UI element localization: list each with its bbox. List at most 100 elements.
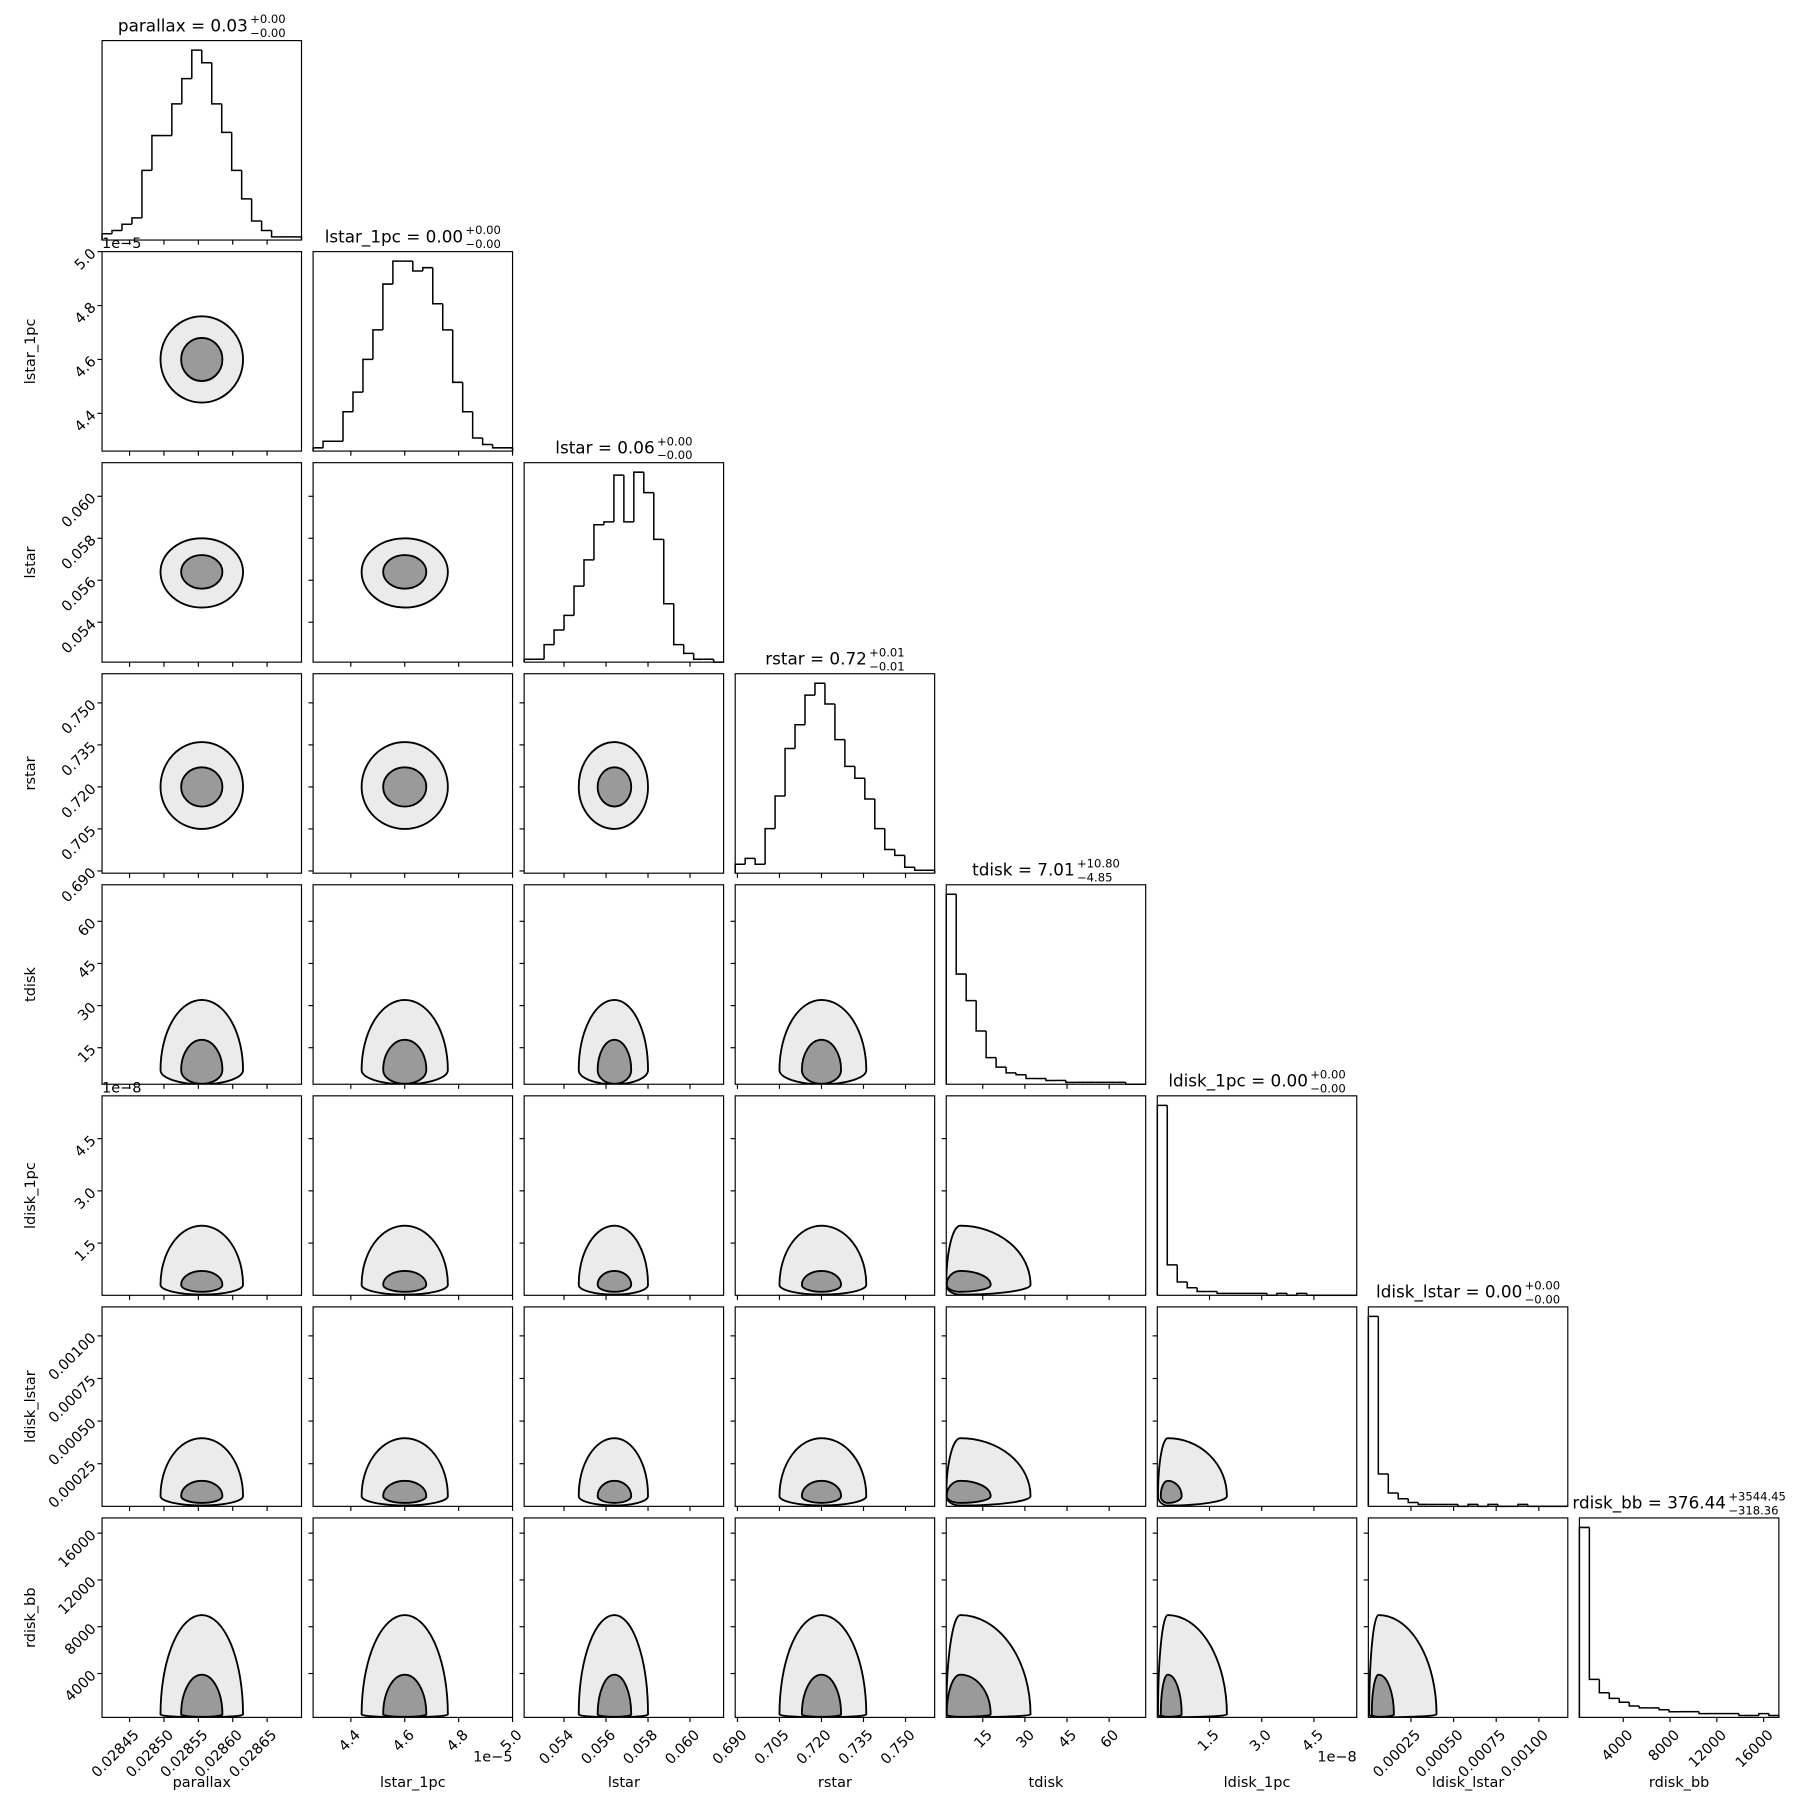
panel-frame [101,251,303,452]
panel-title: rdisk_bb = 376.44 +3544.45−318.36 [1572,1490,1786,1518]
histogram-bin [682,644,694,655]
histogram-bin [432,267,443,305]
contour-inner [180,766,224,808]
histogram-bin [1618,1698,1630,1703]
histogram-bin [141,169,152,218]
x-axis-label: parallax [173,1775,232,1791]
histogram-bin [913,867,925,871]
y-offset-label: 1e−5 [102,236,141,252]
panel-title: ldisk_1pc = 0.00 +0.00−0.00 [1168,1067,1345,1095]
x-offset-label: 1e−8 [1317,1749,1356,1765]
panel-title: rstar = 0.72 +0.01−0.01 [765,645,904,673]
histogram-bin [260,221,272,232]
y-axis-label: ldisk_lstar [23,1370,39,1443]
histogram-bin [884,828,895,851]
histogram-bin [1015,1072,1027,1076]
y-axis-label: lstar_1pc [23,318,39,384]
panel-frame [101,1306,303,1507]
title-main: lstar_1pc = 0.00 [325,226,463,247]
title-upper: +10.80 [1077,856,1120,870]
histogram-bin [774,795,786,829]
contour-inner [180,1038,224,1085]
histogram-bin [372,329,383,360]
contour-inner [596,1269,633,1293]
histogram-bin [422,266,433,271]
panel-title: lstar_1pc = 0.00 +0.00−0.00 [325,223,501,251]
histogram-bin [201,50,212,64]
title-main: ldisk_lstar = 0.00 [1376,1282,1522,1303]
histogram-bin [814,682,825,696]
histogram-bin [1608,1692,1620,1700]
panel-frame [101,462,303,663]
histogram-bin [1216,1291,1228,1295]
histogram-bin [220,103,232,134]
histogram-bin [672,603,684,646]
panel-frame [101,40,303,241]
histogram-bin [692,653,704,660]
histogram-bin [471,411,483,439]
panel-frame [101,1095,303,1296]
title-lower: −0.00 [1310,1081,1345,1095]
histogram-bin [854,766,865,779]
x-axis-label: ldisk_1pc [1224,1775,1291,1791]
panel-frame [945,884,1147,1085]
histogram-bin [1166,1105,1178,1266]
contour-inner [1370,1673,1395,1718]
panel-frame [523,884,725,1085]
histogram-bin [392,260,403,285]
title-lower: −0.01 [869,659,904,673]
panel-frame [734,1306,936,1507]
histogram-bin [975,1000,987,1032]
contour-outer [778,1437,868,1507]
panel-frame [312,673,514,874]
histogram-bin [643,472,654,494]
title-upper: +0.00 [250,12,285,26]
histogram-bin [352,391,363,412]
title-upper: +0.00 [657,434,692,448]
histogram-bin [1387,1474,1399,1494]
histogram-bin [583,559,594,587]
title-main: lstar = 0.06 [555,437,654,457]
panel-frame [523,462,725,663]
histogram-bin [623,475,634,523]
contour-inner [382,1673,428,1718]
histogram-bin [1065,1080,1076,1084]
histogram-bin [382,283,393,330]
histogram-bin [1668,1709,1680,1713]
y-axis-label: ldisk_1pc [23,1162,39,1229]
histogram-bin [362,358,373,393]
panel-title: ldisk_lstar = 0.00 +0.00−0.00 [1376,1278,1560,1306]
panel-frame [523,1095,725,1296]
title-lower: −0.00 [250,26,285,40]
histogram-bin [1186,1281,1198,1289]
contour-inner [800,1673,843,1718]
histogram-bin [824,683,835,705]
title-upper: +0.00 [1310,1067,1345,1081]
title-main: rstar = 0.72 [765,648,867,668]
histogram-bin [633,471,644,522]
contour-inner [382,1269,428,1293]
contour-inner [800,1038,843,1085]
histogram-bin [754,858,766,866]
histogram-bin [653,492,664,541]
title-lower: −4.85 [1077,870,1112,884]
panel-frame [312,884,514,1085]
contour-inner [596,1038,633,1085]
panel-frame [1578,1517,1780,1718]
panel-frame [101,673,303,874]
contour-outer [360,1437,449,1507]
histogram-bin [1397,1493,1409,1500]
panel-title: parallax = 0.03 +0.00−0.00 [118,12,286,40]
x-axis-label: lstar [608,1775,640,1791]
contour-inner [382,766,428,808]
contour-inner [800,1479,843,1504]
histogram-bin [1517,1503,1528,1507]
panel-title: tdisk = 7.01 +10.80−4.85 [972,856,1120,884]
histogram-bin [764,827,776,865]
histogram-bin [1407,1498,1419,1504]
title-main: ldisk_1pc = 0.00 [1168,1071,1308,1092]
panel-frame [945,1517,1147,1718]
histogram-bin [894,849,905,857]
histogram-bin [451,329,463,384]
x-offset-label: 1e−5 [473,1749,512,1765]
